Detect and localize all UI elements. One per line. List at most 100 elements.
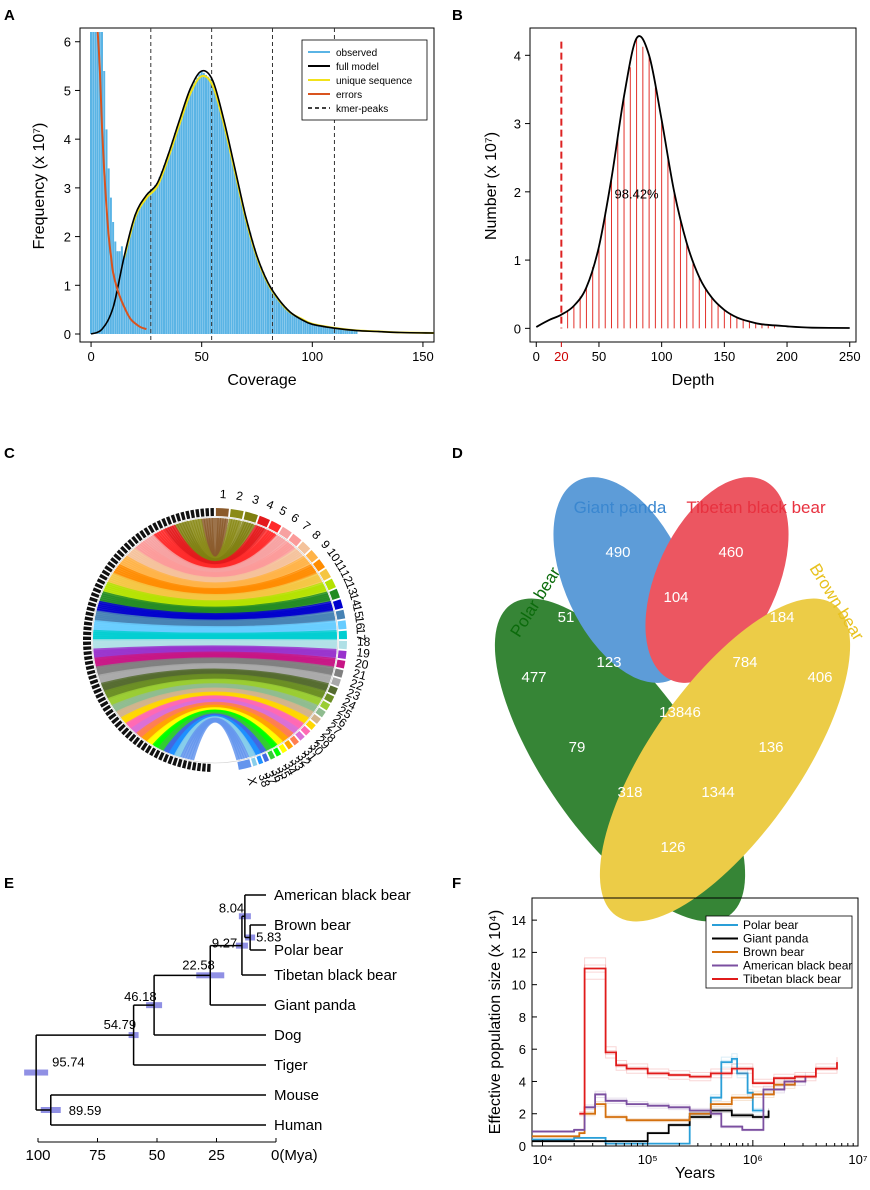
x-tick-label: 150 xyxy=(412,349,434,364)
panel-a-full-model-line xyxy=(90,69,435,335)
reference-block xyxy=(181,760,188,769)
chromosome-label: 20 xyxy=(354,656,370,672)
taxon-label: Polar bear xyxy=(274,942,343,959)
reference-block xyxy=(85,611,94,617)
observed-bar xyxy=(209,78,212,334)
observed-bar xyxy=(200,71,203,334)
observed-bar xyxy=(112,222,115,334)
observed-bar xyxy=(178,119,181,334)
observed-bar xyxy=(120,246,123,334)
reference-block xyxy=(136,739,144,749)
chromosome-block xyxy=(338,630,347,640)
reference-block xyxy=(195,509,200,518)
chromosome-block xyxy=(336,659,346,669)
panel-b-x-ticks: 0 50 100 150 200 250 20 xyxy=(533,342,861,364)
observed-bar xyxy=(143,199,146,334)
y-tick-label: 8 xyxy=(519,1010,526,1025)
legend-kmer-peaks: kmer-peaks xyxy=(336,104,388,115)
chromosome-label: 15 xyxy=(350,603,366,619)
panel-f-ylabel: Effective population size (x 10⁴) xyxy=(487,910,504,1134)
x-tick-label: 50 xyxy=(194,349,208,364)
observed-bar xyxy=(346,329,349,334)
observed-bar xyxy=(244,217,247,334)
chromosome-block xyxy=(315,707,326,718)
venn-value-polar-panda: 51 xyxy=(558,609,575,626)
reference-block xyxy=(92,587,102,594)
reference-block xyxy=(83,626,92,631)
x-tick-label: 50 xyxy=(149,1147,166,1164)
observed-bar xyxy=(220,111,223,335)
observed-bar xyxy=(213,88,216,334)
panel-b-depth-lines xyxy=(567,38,775,329)
taxon-label: Mouse xyxy=(274,1087,319,1104)
reference-block xyxy=(139,529,147,539)
node-age-label: 22.58 xyxy=(182,957,215,972)
taxon-label: Brown bear xyxy=(274,917,351,934)
chromosome-block xyxy=(278,743,288,754)
observed-bar xyxy=(269,286,272,334)
reference-block xyxy=(90,592,100,598)
reference-block xyxy=(120,545,129,554)
observed-bar xyxy=(109,197,112,334)
reference-block xyxy=(167,755,174,765)
chromosome-block xyxy=(331,677,341,687)
cutoff-tick-label: 20 xyxy=(554,349,568,364)
panel-a-errors-line xyxy=(96,31,147,331)
observed-bar xyxy=(304,321,307,334)
chromosome-label: 35 xyxy=(275,763,294,781)
legend-entry: Tibetan black bear xyxy=(743,972,841,986)
y-tick-label: 4 xyxy=(514,48,521,63)
chromosome-label: 3 xyxy=(251,492,262,507)
reference-block xyxy=(153,749,161,759)
reference-block xyxy=(201,763,206,772)
reference-block xyxy=(121,727,130,736)
observed-bar xyxy=(351,330,353,334)
chromosome-block xyxy=(300,725,311,736)
reference-block xyxy=(85,665,95,671)
observed-bar xyxy=(282,304,285,334)
observed-bar xyxy=(231,158,234,334)
panel-b-label: B xyxy=(452,7,463,24)
observed-bar xyxy=(147,192,150,334)
node-age-label: 54.79 xyxy=(104,1017,137,1032)
observed-bar xyxy=(196,77,199,335)
chromosome-block xyxy=(312,559,326,572)
reference-block xyxy=(161,518,168,527)
series-bootstrap xyxy=(579,978,838,1117)
reference-block xyxy=(83,631,92,636)
reference-block xyxy=(89,596,98,603)
chromosome-block xyxy=(215,508,229,517)
venn-value-polar-tibetan: 79 xyxy=(569,739,586,756)
reference-block xyxy=(95,692,104,699)
chromosome-label: 12 xyxy=(337,568,356,586)
venn-value-all-four: 13846 xyxy=(659,704,701,721)
reference-block xyxy=(170,514,177,524)
panel-a-x-ticks: 0 50 100 150 xyxy=(87,342,434,364)
observed-bar xyxy=(218,104,221,334)
panel-d-venn-sets xyxy=(494,477,851,922)
observed-bar xyxy=(154,185,157,334)
panel-c: C 1 2 3 4 5 678910111213141516171819202122232… xyxy=(4,445,371,789)
panel-b-depth-curve xyxy=(535,35,850,329)
series-line xyxy=(532,1079,796,1138)
observed-bar xyxy=(189,88,192,334)
reference-block xyxy=(99,700,109,708)
chromosome-label: 24 xyxy=(340,694,359,713)
observed-bar xyxy=(123,256,126,334)
panel-b-y-ticks: 0 1 2 3 4 xyxy=(514,48,530,336)
panel-e-x-ticks: 100 75 50 25 0(Mya) xyxy=(25,1138,318,1164)
series-line xyxy=(532,1058,765,1145)
chromosome-block xyxy=(256,755,264,765)
x-tick-label: 10⁴ xyxy=(532,1152,552,1167)
y-tick-label: 4 xyxy=(519,1074,526,1089)
reference-block xyxy=(180,511,186,521)
y-tick-label: 0 xyxy=(64,327,71,342)
observed-bar xyxy=(255,256,258,334)
observed-bar xyxy=(160,171,163,334)
x-tick-label: 0(Mya) xyxy=(271,1147,318,1164)
legend-errors: errors xyxy=(336,90,362,101)
observed-bar xyxy=(205,74,207,335)
reference-block xyxy=(158,751,165,761)
y-tick-label: 1 xyxy=(64,278,71,293)
